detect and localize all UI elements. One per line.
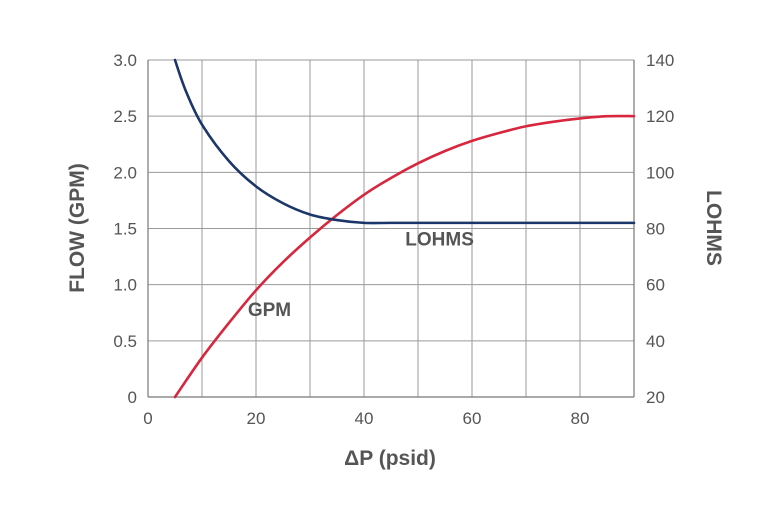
x-tick-label: 60	[463, 409, 482, 428]
y-axis-title: FLOW (GPM)	[66, 163, 89, 292]
y-tick-label: 1.0	[113, 276, 137, 295]
x-tick-label: 20	[247, 409, 266, 428]
x-tick-labels: 0 20 40 60 80	[143, 409, 589, 428]
x-axis-title: ΔP (psid)	[344, 447, 436, 470]
series-label-lohms: LOHMS	[405, 229, 474, 250]
y2-tick-label: 80	[646, 220, 665, 239]
y2-tick-labels: 20 40 60 80 100 120 140	[646, 51, 674, 407]
y-tick-label: 0.5	[113, 332, 137, 351]
y2-axis-title: LOHMS	[702, 190, 725, 266]
y2-tick-label: 140	[646, 51, 674, 70]
y-tick-labels: 0 0.5 1.0 1.5 2.0 2.5 3.0	[113, 51, 137, 407]
series-line-lohms	[173, 58, 636, 225]
y2-tick-label: 40	[646, 332, 665, 351]
series-label-gpm: GPM	[248, 300, 291, 321]
x-tick-label: 80	[571, 409, 590, 428]
y-tick-label: 2.0	[113, 163, 137, 182]
series-annotations: LOHMS GPM	[248, 229, 474, 321]
y-tick-label: 1.5	[113, 220, 137, 239]
y2-tick-label: 120	[646, 107, 674, 126]
series-lines	[173, 58, 636, 399]
y2-tick-label: 100	[646, 163, 674, 182]
y-tick-label: 0	[128, 388, 137, 407]
y-tick-label: 2.5	[113, 107, 137, 126]
grid	[147, 59, 635, 398]
y-tick-label: 3.0	[113, 51, 137, 70]
series-line-gpm	[173, 114, 636, 399]
y2-tick-label: 20	[646, 388, 665, 407]
x-tick-label: 0	[143, 409, 152, 428]
y2-tick-label: 60	[646, 276, 665, 295]
x-tick-label: 40	[355, 409, 374, 428]
